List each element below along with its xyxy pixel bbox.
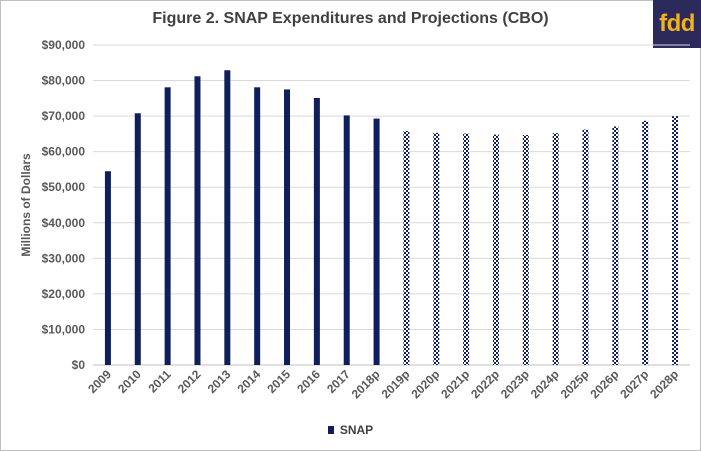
- y-tick-label: $30,000: [42, 251, 86, 265]
- legend-label: SNAP: [339, 423, 374, 437]
- legend: SNAP: [0, 423, 701, 437]
- y-tick-label: $70,000: [42, 109, 86, 123]
- legend-swatch: [327, 426, 334, 434]
- x-tick-label: 2015: [264, 367, 293, 396]
- x-tick-label: 2021p: [438, 367, 472, 401]
- x-tick-label: 2010: [115, 367, 144, 396]
- x-tick-label: 2020p: [408, 367, 442, 401]
- bar-2009: [104, 171, 111, 365]
- bar-2010: [134, 113, 141, 366]
- x-tick-label: 2022p: [468, 367, 502, 401]
- bar-2021p: [463, 133, 470, 365]
- y-tick-label: $90,000: [42, 38, 86, 52]
- x-tick-label: 2025p: [558, 367, 592, 401]
- y-tick-label: $60,000: [42, 145, 86, 159]
- bar-2023p: [522, 134, 529, 365]
- bar-2024p: [552, 133, 559, 365]
- bar-2020p: [433, 132, 440, 365]
- y-tick-label: $10,000: [42, 322, 86, 336]
- bar-2013: [224, 70, 231, 365]
- bar-2015: [284, 89, 291, 365]
- x-tick-label: 2016: [294, 367, 323, 396]
- x-axis-ticks: 2009 2010 2011 2012 2013 2014 2015 2016 20172018…: [85, 367, 681, 401]
- x-tick-label: 2024p: [528, 367, 562, 401]
- fdd-logo: fdd: [653, 0, 701, 48]
- bar-2018p: [373, 118, 380, 365]
- x-tick-label: 2014: [235, 367, 264, 396]
- x-tick-label: 2023p: [498, 367, 532, 401]
- x-tick-label: 2012: [175, 367, 204, 396]
- x-tick-label: 2019p: [379, 367, 413, 401]
- gridlines: [93, 44, 690, 366]
- y-tick-label: $20,000: [42, 287, 86, 301]
- bar-2016: [313, 97, 320, 365]
- y-tick-label: $80,000: [42, 74, 86, 88]
- y-tick-label: $0: [72, 358, 86, 372]
- y-tick-label: $40,000: [42, 216, 86, 230]
- x-tick-label: 2028p: [647, 367, 681, 401]
- bars: [104, 70, 679, 366]
- bar-2019p: [403, 131, 410, 365]
- bar-2011: [164, 87, 171, 366]
- bar-2025p: [582, 129, 589, 365]
- y-tick-label: $50,000: [42, 180, 86, 194]
- bar-2022p: [492, 134, 499, 365]
- x-tick-label: 2013: [205, 367, 234, 396]
- y-axis-label: Millions of Dollars: [19, 153, 33, 257]
- x-tick-label: 2026p: [588, 367, 622, 401]
- bar-2017: [343, 115, 350, 366]
- x-tick-label: 2009: [85, 367, 114, 396]
- x-tick-label: 2027p: [617, 367, 651, 401]
- bar-2028p: [672, 116, 679, 365]
- bar-2027p: [642, 120, 649, 365]
- chart-title: Figure 2. SNAP Expenditures and Projecti…: [152, 10, 549, 27]
- y-axis-ticks: $0 $10,000 $20,000 $30,000 $40,000 $50,000 $60…: [42, 38, 86, 372]
- x-tick-label: 2018p: [349, 367, 383, 401]
- bar-2014: [254, 87, 261, 366]
- logo-text: fdd: [659, 10, 695, 37]
- bar-2012: [194, 76, 201, 366]
- x-tick-label: 2011: [145, 367, 174, 396]
- bar-2026p: [612, 126, 619, 365]
